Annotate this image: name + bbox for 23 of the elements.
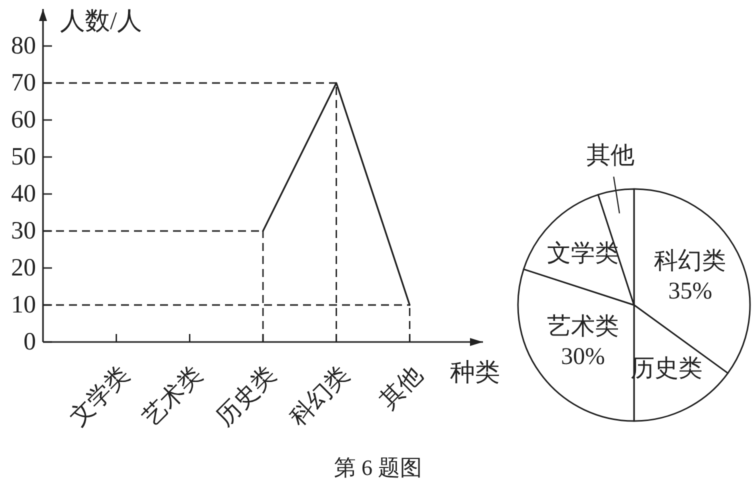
y-tick-label: 30	[11, 218, 36, 244]
x-tick-label: 其他	[376, 362, 428, 414]
slice-name: 艺术类	[546, 314, 619, 340]
y-tick-label: 70	[11, 70, 36, 96]
y-tick-label: 50	[11, 144, 36, 170]
slice-name: 其他	[586, 142, 634, 169]
y-tick-label: 0	[24, 328, 36, 356]
x-tick-label: 历史类	[212, 362, 282, 432]
y-tick-label: 40	[11, 180, 36, 208]
x-tick-label: 艺术类	[138, 362, 208, 432]
y-tick-label: 80	[11, 32, 36, 60]
y-axis-title: 人数/人	[60, 8, 142, 35]
slice-value: 35%	[668, 278, 712, 304]
y-tick-label: 20	[11, 254, 36, 282]
y-tick-label: 60	[11, 106, 36, 134]
slice-name: 科幻类	[654, 248, 726, 274]
slice-name: 文学类	[547, 241, 620, 268]
x-axis-title: 种类	[450, 360, 500, 386]
caption: 第 6 题图	[334, 455, 422, 480]
x-tick-label: 科幻类	[285, 362, 355, 432]
y-tick-label: 10	[11, 292, 36, 318]
x-tick-label: 文学类	[65, 362, 135, 432]
slice-value: 30%	[560, 344, 605, 370]
